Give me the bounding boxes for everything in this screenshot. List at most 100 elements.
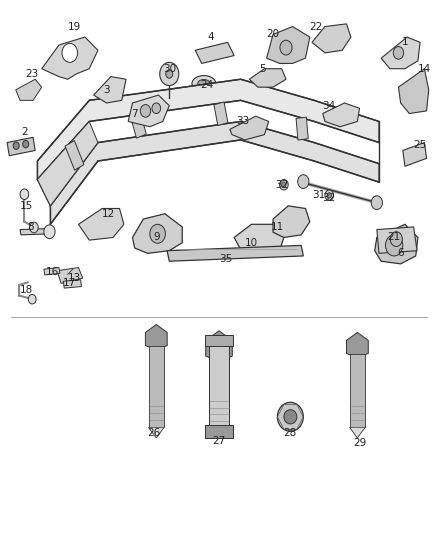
- Ellipse shape: [192, 76, 216, 91]
- Polygon shape: [20, 229, 51, 235]
- Polygon shape: [296, 117, 308, 140]
- Polygon shape: [267, 27, 310, 63]
- Polygon shape: [273, 206, 310, 238]
- Circle shape: [298, 175, 309, 189]
- Text: 32: 32: [323, 193, 336, 203]
- Text: 3: 3: [103, 85, 110, 95]
- Circle shape: [166, 70, 173, 78]
- Polygon shape: [209, 343, 229, 438]
- Text: 1: 1: [402, 37, 408, 47]
- Text: 32: 32: [275, 180, 288, 190]
- Polygon shape: [57, 268, 83, 284]
- Text: 24: 24: [200, 79, 213, 90]
- Text: 29: 29: [353, 438, 366, 448]
- Circle shape: [371, 196, 382, 209]
- Text: 14: 14: [418, 64, 431, 74]
- Polygon shape: [381, 37, 420, 69]
- Polygon shape: [377, 227, 417, 253]
- Circle shape: [62, 43, 78, 62]
- Polygon shape: [50, 122, 379, 224]
- Text: 28: 28: [284, 427, 297, 438]
- Text: 35: 35: [219, 254, 232, 264]
- Polygon shape: [206, 331, 232, 361]
- Circle shape: [152, 103, 161, 114]
- Polygon shape: [64, 280, 81, 288]
- Text: 22: 22: [310, 21, 323, 31]
- Circle shape: [44, 225, 55, 239]
- Circle shape: [150, 224, 166, 243]
- Circle shape: [23, 140, 29, 148]
- Circle shape: [325, 190, 334, 200]
- Polygon shape: [350, 353, 365, 427]
- Text: 27: 27: [212, 435, 226, 446]
- Circle shape: [385, 235, 403, 256]
- Text: 7: 7: [131, 109, 138, 118]
- Text: 26: 26: [148, 427, 161, 438]
- Circle shape: [282, 182, 286, 188]
- Polygon shape: [148, 427, 164, 438]
- Text: 19: 19: [67, 21, 81, 31]
- Polygon shape: [234, 224, 284, 256]
- Polygon shape: [249, 69, 286, 87]
- Circle shape: [327, 192, 332, 198]
- Circle shape: [30, 222, 38, 233]
- Ellipse shape: [277, 402, 304, 431]
- Ellipse shape: [198, 79, 210, 87]
- Polygon shape: [44, 268, 60, 275]
- Text: 17: 17: [63, 278, 77, 288]
- Text: 13: 13: [67, 273, 81, 283]
- Polygon shape: [7, 138, 35, 156]
- Polygon shape: [209, 356, 229, 427]
- Polygon shape: [128, 95, 169, 127]
- Polygon shape: [214, 102, 228, 125]
- Circle shape: [13, 142, 19, 149]
- Polygon shape: [205, 335, 233, 345]
- Text: 16: 16: [46, 267, 59, 277]
- Circle shape: [160, 62, 179, 86]
- Text: 11: 11: [271, 222, 284, 232]
- Circle shape: [279, 180, 288, 190]
- Polygon shape: [230, 116, 269, 140]
- Circle shape: [20, 189, 29, 199]
- Polygon shape: [403, 142, 427, 166]
- Polygon shape: [399, 69, 429, 114]
- Polygon shape: [65, 141, 84, 170]
- Polygon shape: [131, 113, 146, 138]
- Polygon shape: [133, 214, 182, 253]
- Circle shape: [390, 232, 403, 246]
- Polygon shape: [148, 345, 164, 427]
- Text: 18: 18: [20, 285, 33, 295]
- Text: 21: 21: [388, 232, 401, 243]
- Text: 30: 30: [162, 64, 176, 74]
- Circle shape: [28, 294, 36, 304]
- Text: 33: 33: [236, 116, 249, 126]
- Polygon shape: [195, 42, 234, 63]
- Circle shape: [140, 104, 151, 117]
- Polygon shape: [16, 79, 42, 100]
- Polygon shape: [205, 425, 233, 438]
- Text: 23: 23: [25, 69, 39, 79]
- Polygon shape: [145, 325, 167, 350]
- Text: 6: 6: [397, 248, 404, 259]
- Polygon shape: [350, 427, 365, 438]
- Polygon shape: [78, 208, 124, 240]
- Text: 20: 20: [266, 29, 279, 39]
- Text: 34: 34: [323, 101, 336, 111]
- Polygon shape: [209, 427, 229, 438]
- Circle shape: [280, 40, 292, 55]
- Text: 31: 31: [312, 190, 325, 200]
- Text: 25: 25: [413, 140, 427, 150]
- Polygon shape: [37, 122, 98, 206]
- Polygon shape: [167, 245, 304, 261]
- Text: 8: 8: [28, 222, 34, 232]
- Polygon shape: [312, 24, 351, 53]
- Text: 4: 4: [207, 32, 214, 42]
- Text: 2: 2: [21, 127, 28, 137]
- Circle shape: [393, 46, 404, 59]
- Text: 15: 15: [20, 201, 33, 211]
- Polygon shape: [42, 37, 98, 79]
- Polygon shape: [374, 224, 418, 264]
- Polygon shape: [323, 103, 360, 127]
- Text: 9: 9: [153, 232, 159, 243]
- Ellipse shape: [284, 410, 297, 424]
